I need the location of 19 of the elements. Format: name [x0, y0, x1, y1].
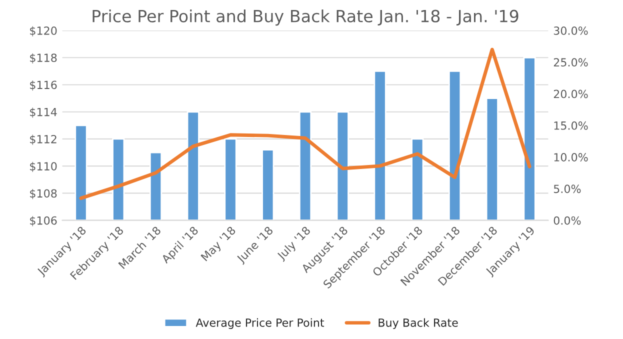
y2-tick-label: 10.0% [554, 153, 588, 162]
legend-label: Buy Back Rate [378, 318, 458, 329]
y-tick-label: $114 [30, 108, 57, 118]
y2-tick-label: 20.0% [554, 90, 588, 98]
y2-tick-label: 30.0% [554, 26, 588, 35]
y-tick-label: $106 [30, 216, 57, 226]
y-tick-label: $118 [30, 53, 57, 64]
y2-tick-label: 0.0% [554, 216, 581, 225]
y-tick-label: $112 [30, 134, 56, 145]
y-tick-label: $116 [30, 80, 57, 91]
line-series [79, 48, 532, 200]
chart-title: Price Per Point and Buy Back Rate Jan. '18 - Jan. '19 [92, 10, 518, 26]
y2-tick-label: 5.0% [554, 184, 581, 194]
y-tick-label: $110 [30, 162, 57, 172]
y-tick-label: $108 [30, 189, 57, 200]
legend-label: Average Price Per Point [196, 318, 324, 329]
y2-tick-label: 15.0% [554, 121, 588, 130]
y-tick-label: $120 [30, 26, 57, 36]
y2-tick-label: 25.0% [554, 58, 588, 67]
